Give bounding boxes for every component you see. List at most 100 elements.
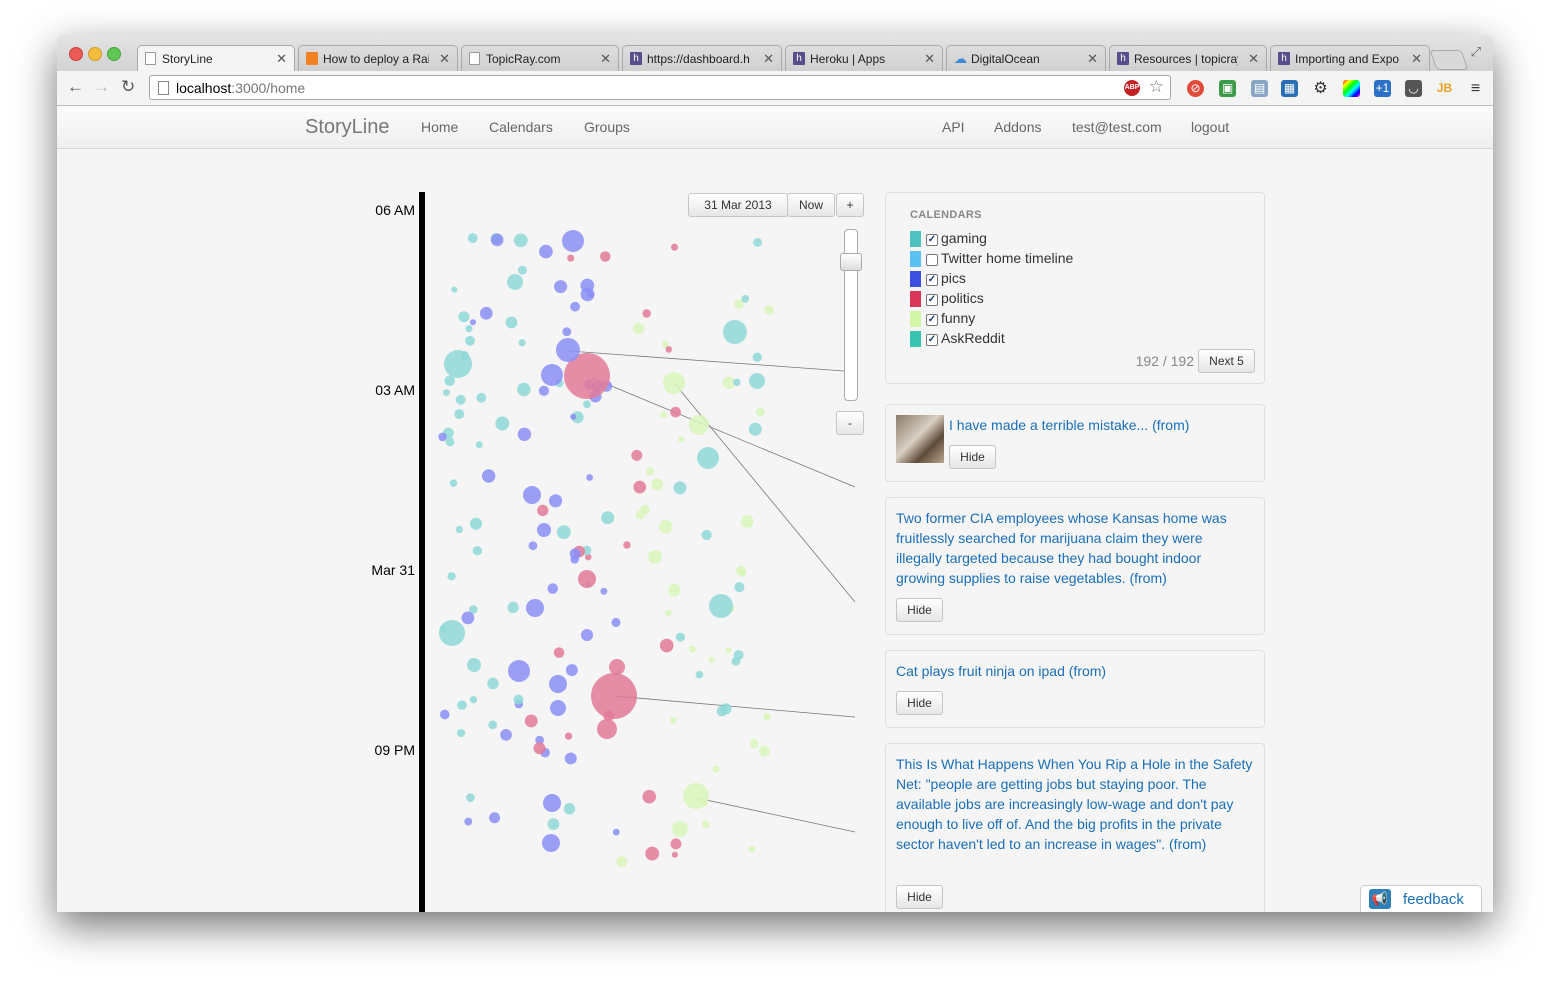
story-bubble[interactable]: [556, 338, 580, 362]
story-bubble[interactable]: [748, 845, 756, 853]
story-bubble[interactable]: [665, 609, 672, 617]
story-bubble[interactable]: [609, 659, 625, 675]
extension-screen-icon[interactable]: ▦: [1281, 80, 1298, 97]
story-bubble[interactable]: [600, 251, 611, 262]
tab-deploy-rails[interactable]: How to deploy a Rail ✕: [298, 45, 458, 71]
story-title-link[interactable]: Two former CIA employees whose Kansas ho…: [896, 510, 1227, 586]
story-bubble[interactable]: [642, 309, 651, 318]
story-bubble[interactable]: [670, 838, 682, 850]
story-bubble[interactable]: [567, 254, 575, 262]
story-bubble[interactable]: [549, 494, 563, 508]
story-bubble[interactable]: [547, 818, 560, 830]
story-bubble[interactable]: [670, 243, 679, 251]
close-icon[interactable]: ✕: [600, 51, 611, 66]
story-bubble[interactable]: [688, 645, 696, 653]
story-bubble[interactable]: [442, 389, 450, 397]
story-bubble[interactable]: [632, 322, 645, 335]
story-bubble[interactable]: [755, 407, 765, 417]
nav-logout[interactable]: logout: [1191, 119, 1230, 135]
story-bubble[interactable]: [508, 660, 530, 682]
story-bubble[interactable]: [454, 409, 465, 420]
close-icon[interactable]: ✕: [763, 51, 774, 66]
story-bubble[interactable]: [640, 504, 650, 515]
gear-icon[interactable]: ⚙: [1313, 80, 1328, 97]
story-bubble[interactable]: [725, 647, 732, 654]
story-bubble[interactable]: [578, 570, 596, 588]
nav-api[interactable]: API: [942, 119, 965, 135]
story-bubble[interactable]: [752, 352, 763, 362]
story-bubble[interactable]: [528, 541, 538, 551]
story-bubble[interactable]: [447, 572, 456, 581]
story-bubble[interactable]: [673, 481, 687, 495]
story-bubble[interactable]: [513, 233, 528, 248]
nav-calendars[interactable]: Calendars: [489, 119, 553, 135]
forward-arrow-icon[interactable]: →: [93, 77, 110, 96]
reload-icon[interactable]: ↻: [121, 77, 136, 96]
story-bubble[interactable]: [581, 629, 593, 641]
story-bubble[interactable]: [697, 447, 719, 469]
story-bubble[interactable]: [466, 793, 475, 803]
story-bubble[interactable]: [597, 719, 617, 739]
story-bubble[interactable]: [553, 647, 565, 658]
story-bubble[interactable]: [591, 673, 637, 719]
tab-storyline[interactable]: StoryLine ✕: [137, 45, 295, 71]
extension-window-icon[interactable]: ▤: [1251, 80, 1268, 97]
minimize-window-button[interactable]: [88, 47, 102, 61]
story-bubble[interactable]: [495, 416, 510, 431]
story-bubble[interactable]: [631, 449, 643, 461]
story-bubble[interactable]: [438, 432, 447, 442]
story-bubble[interactable]: [569, 548, 581, 560]
close-icon[interactable]: ✕: [439, 51, 450, 66]
story-bubble[interactable]: [623, 541, 631, 549]
story-bubble[interactable]: [517, 382, 531, 397]
story-bubble[interactable]: [716, 705, 728, 717]
story-bubble[interactable]: [570, 301, 581, 312]
feedback-tab[interactable]: 📢 feedback: [1360, 885, 1482, 912]
story-bubble[interactable]: [455, 394, 466, 405]
story-bubble[interactable]: [538, 385, 550, 396]
new-tab-button[interactable]: [1429, 50, 1469, 70]
story-bubble[interactable]: [467, 658, 481, 672]
story-bubble[interactable]: [562, 230, 584, 252]
brand-logo[interactable]: StoryLine: [305, 116, 390, 138]
extension-plus-one-icon[interactable]: +1: [1374, 80, 1391, 97]
story-bubble[interactable]: [669, 717, 677, 724]
story-bubble[interactable]: [490, 233, 504, 247]
calendar-checkbox[interactable]: [926, 254, 938, 266]
tab-importing-exporting[interactable]: h Importing and Expo ✕: [1270, 45, 1430, 71]
story-bubble[interactable]: [741, 295, 750, 303]
hide-button[interactable]: Hide: [896, 691, 943, 715]
story-bubble[interactable]: [601, 511, 615, 525]
story-bubble[interactable]: [479, 306, 493, 320]
story-bubble[interactable]: [469, 319, 477, 326]
story-bubble[interactable]: [612, 828, 620, 836]
nav-addons[interactable]: Addons: [994, 119, 1042, 135]
zoom-out-button[interactable]: -: [836, 411, 864, 435]
story-bubble[interactable]: [633, 480, 647, 494]
story-bubble[interactable]: [648, 550, 662, 564]
story-bubble[interactable]: [580, 278, 595, 293]
story-bubble[interactable]: [488, 720, 498, 730]
pocket-icon[interactable]: ◡: [1405, 80, 1422, 97]
story-bubble[interactable]: [500, 729, 512, 741]
close-icon[interactable]: ✕: [924, 51, 935, 66]
story-bubble[interactable]: [554, 280, 568, 294]
close-icon[interactable]: ✕: [1087, 51, 1098, 66]
story-bubble[interactable]: [533, 742, 546, 755]
story-bubble[interactable]: [444, 375, 455, 387]
story-bubble[interactable]: [451, 286, 458, 293]
story-bubble[interactable]: [542, 834, 560, 852]
story-bubble[interactable]: [695, 670, 704, 679]
address-bar[interactable]: localhost:3000/home ABP ☆: [149, 75, 1171, 100]
story-bubble[interactable]: [468, 605, 478, 614]
zoom-in-button[interactable]: +: [836, 193, 864, 217]
story-bubble[interactable]: [476, 392, 487, 403]
story-bubble[interactable]: [465, 325, 473, 333]
bubble-canvas[interactable]: [57, 106, 1493, 912]
story-bubble[interactable]: [709, 594, 733, 618]
maximize-window-button[interactable]: [107, 47, 121, 61]
story-title-link[interactable]: This Is What Happens When You Rip a Hole…: [896, 756, 1253, 852]
story-bubble[interactable]: [439, 620, 465, 646]
story-bubble[interactable]: [734, 582, 745, 593]
zoom-slider-handle[interactable]: [840, 253, 862, 271]
